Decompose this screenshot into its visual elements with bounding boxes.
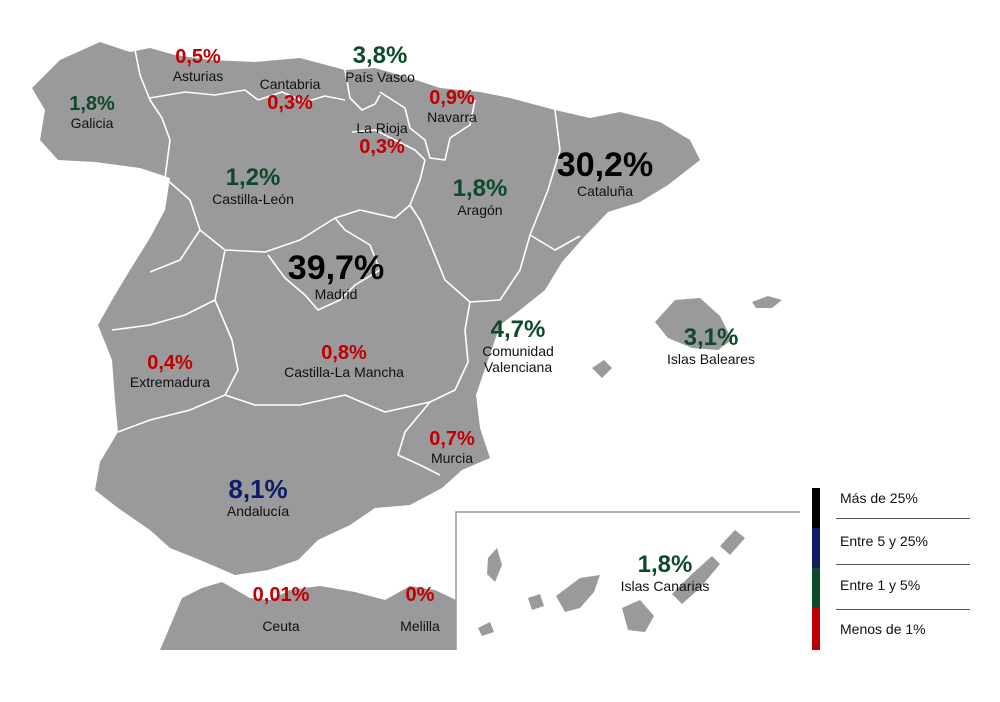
name-cantabria: Cantabria [259,76,321,92]
border-cataluna [529,234,581,251]
canary-island-grancanaria [622,600,654,632]
legend-swatch-5-25 [812,528,820,568]
legend-swatch-less-1 [812,608,820,650]
mainland-spain [32,42,700,575]
legend-item-more-25: Más de 25% [840,490,918,506]
label-comunidad-valenciana: 4,7% Comunidad Valenciana [482,316,554,376]
legend: Más de 25% Entre 5 y 25% Entre 1 y 5% Me… [812,488,970,650]
name-pais-vasco: País Vasco [345,69,415,85]
pct-islas-baleares: 3,1% [683,324,739,351]
pct-andalucia: 8,1% [228,474,288,504]
pct-aragon: 1,8% [452,175,508,202]
legend-divider [836,518,970,519]
legend-divider [836,609,970,610]
pct-comunidad-valenciana: 4,7% [490,316,546,343]
label-castilla-leon: 1,2% Castilla-León [212,164,294,208]
legend-swatch-1-5 [812,568,820,608]
pct-castilla-la-mancha: 0,8% [321,342,367,364]
label-aragon: 1,8% Aragón [452,175,508,219]
label-pais-vasco: 3,8% País Vasco [345,42,415,86]
label-madrid: 39,7% Madrid [288,250,384,302]
canary-island-lapalma [487,548,502,582]
ibiza-island [592,360,612,378]
name-aragon: Aragón [457,202,503,218]
border-navarra [379,91,476,161]
pct-asturias: 0,5% [175,46,221,68]
border-castilla-leon [149,159,426,273]
pct-pais-vasco: 3,8% [352,42,408,69]
north-africa-strip [160,582,456,650]
pct-cataluna: 30,2% [556,146,654,184]
name-navarra: Navarra [427,109,477,125]
name-castilla-la-mancha: Castilla-La Mancha [284,364,404,380]
legend-swatch-more-25 [812,488,820,528]
pct-ceuta: 0,01% [252,584,310,606]
border-aragon [409,109,561,303]
name-islas-baleares: Islas Baleares [667,351,755,367]
name-ceuta: Ceuta [262,618,300,634]
pct-galicia: 1,8% [69,93,115,115]
label-ceuta: 0,01% Ceuta [253,584,310,634]
label-asturias: 0,5% Asturias [173,46,224,84]
label-islas-canarias: 1,8% Islas Canarias [620,551,710,595]
name-cataluna: Cataluña [576,183,634,199]
name-comunidad-valenciana-1: Comunidad [482,343,554,359]
pct-navarra: 0,9% [429,87,475,109]
pct-murcia: 0,7% [429,428,475,450]
name-melilla: Melilla [400,618,440,634]
border-andalucia [117,394,226,433]
name-la-rioja: La Rioja [356,120,408,136]
pct-madrid: 39,7% [287,249,385,287]
name-galicia: Galicia [70,115,114,131]
legend-item-less-1: Menos de 1% [840,621,926,637]
legend-item-1-5: Entre 1 y 5% [840,577,921,593]
name-extremadura: Extremadura [129,374,211,390]
pct-cantabria: 0,3% [267,92,313,114]
border-galicia [134,49,171,179]
border-murcia [397,401,441,476]
pct-islas-canarias: 1,8% [637,551,693,578]
pct-la-rioja: 0,3% [359,136,405,158]
pct-melilla: 0% [405,584,435,606]
canary-island-lanzarote [720,530,745,555]
name-islas-canarias: Islas Canarias [620,578,710,594]
legend-item-5-25: Entre 5 y 25% [840,533,928,549]
menorca-island [752,296,782,308]
border-cantabria [257,91,346,103]
canary-island-tenerife [556,575,600,612]
label-castilla-la-mancha: 0,8% Castilla-La Mancha [284,342,404,380]
border-madrid [267,217,381,311]
legend-divider [836,564,970,565]
name-madrid: Madrid [314,286,358,302]
pct-castilla-leon: 1,2% [225,164,281,191]
label-la-rioja: La Rioja 0,3% [356,120,407,158]
label-galicia: 1,8% Galicia [69,93,115,131]
canary-island-fuerteventura [672,556,720,604]
name-castilla-leon: Castilla-León [212,191,294,207]
label-navarra: 0,9% Navarra [427,87,477,125]
label-islas-baleares: 3,1% Islas Baleares [667,324,755,368]
pct-extremadura: 0,4% [147,352,193,374]
border-asturias [149,89,259,101]
border-pais-vasco [344,69,381,111]
name-comunidad-valenciana-2: Valenciana [483,359,553,375]
label-cataluna: 30,2% Cataluña [557,147,653,199]
border-castilla-la-mancha [214,249,471,413]
label-andalucia: 8,1% Andalucía [227,475,289,519]
name-murcia: Murcia [430,450,473,466]
label-murcia: 0,7% Murcia [429,428,475,466]
border-la-rioja [351,129,426,161]
label-cantabria: Cantabria 0,3% [260,76,321,114]
name-asturias: Asturias [172,68,224,84]
label-extremadura: 0,4% Extremadura [130,352,210,390]
canary-island-hierro [478,622,494,636]
canarias-inset-frame [455,511,800,650]
mallorca-island [655,298,732,350]
border-extremadura [111,299,216,331]
canary-island-gomera [528,594,544,610]
name-andalucia: Andalucía [226,503,290,519]
label-melilla: 0% Melilla [400,584,440,634]
